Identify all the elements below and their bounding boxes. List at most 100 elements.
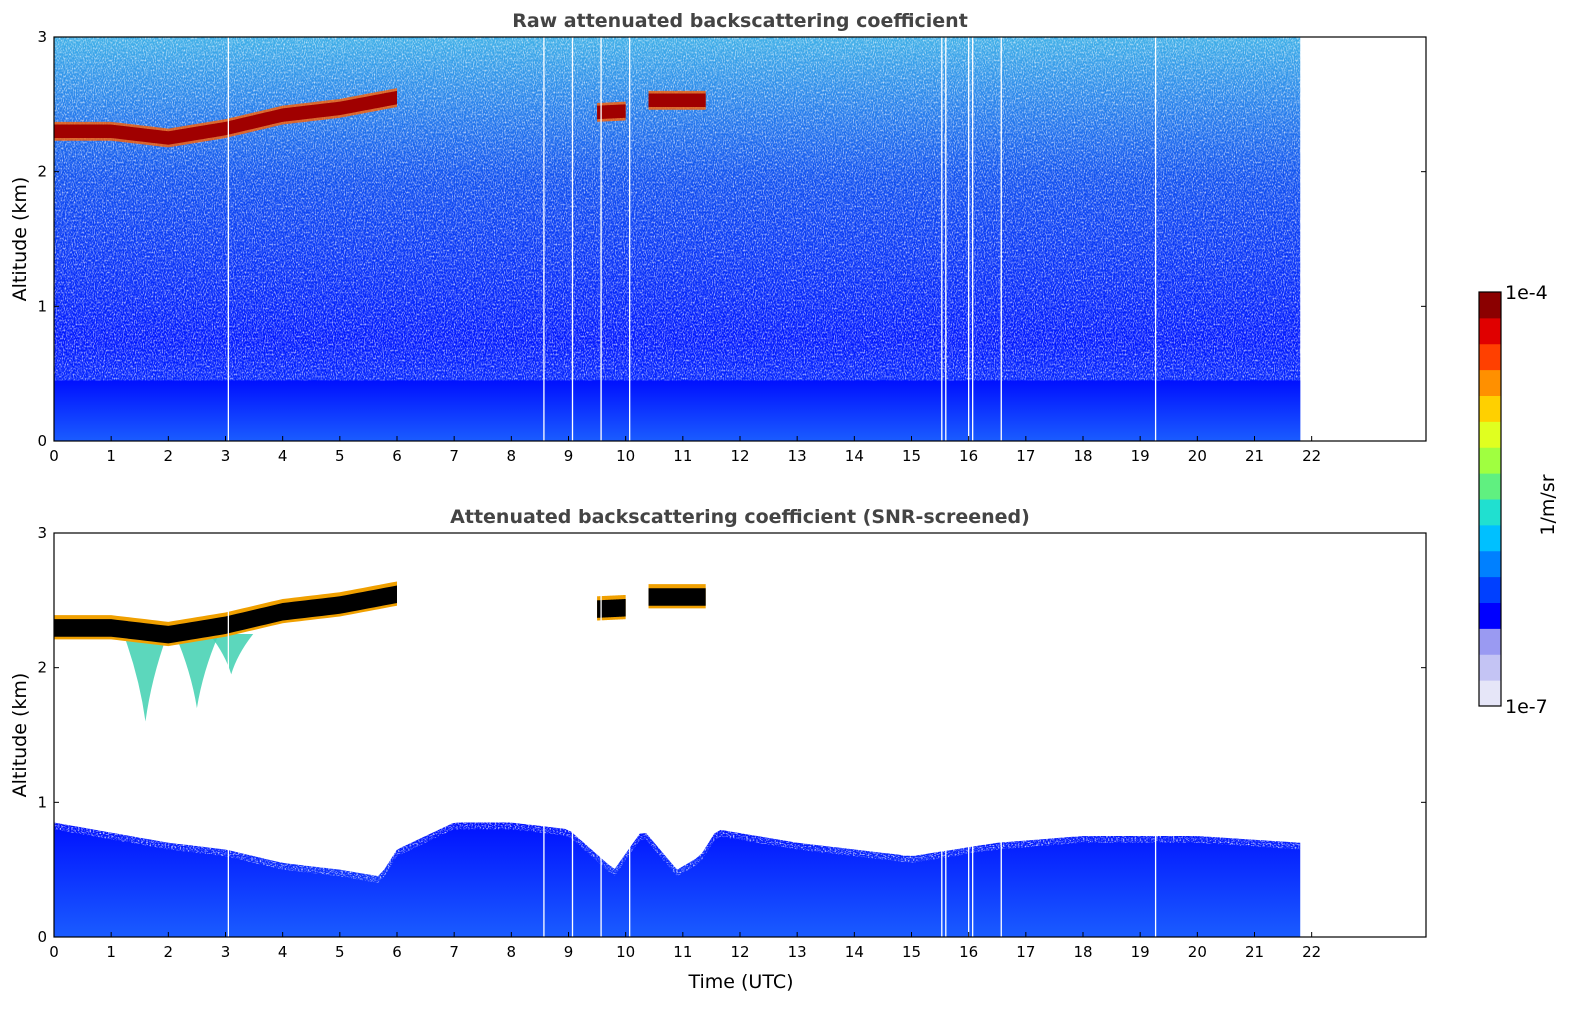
- noise-overlay: [54, 37, 1301, 381]
- cloud-core-2: [648, 588, 706, 606]
- y-tick-label: 3: [37, 28, 47, 46]
- x-tick-label: 3: [221, 943, 231, 961]
- colorbar-band: [1479, 447, 1501, 474]
- panel-title: Attenuated backscattering coefficient (S…: [450, 506, 1030, 528]
- x-tick-label: 22: [1302, 447, 1321, 465]
- x-tick-label: 14: [845, 943, 864, 961]
- colorbar-band: [1479, 292, 1501, 319]
- x-tick-label: 17: [1016, 447, 1035, 465]
- cloud-layer-2: [648, 93, 706, 108]
- x-tick-label: 8: [507, 447, 517, 465]
- x-tick-label: 16: [959, 447, 978, 465]
- x-tick-label: 10: [616, 447, 635, 465]
- colorbar-band: [1479, 602, 1501, 629]
- x-tick-label: 20: [1188, 943, 1207, 961]
- x-tick-label: 1: [106, 447, 116, 465]
- colorbar-band: [1479, 421, 1501, 448]
- x-tick-label: 3: [221, 447, 231, 465]
- x-axis-label: Time (UTC): [687, 971, 793, 993]
- colorbar-band: [1479, 680, 1501, 707]
- colorbar-unit-label: 1/m/sr: [1537, 474, 1559, 535]
- y-tick-label: 0: [37, 432, 47, 450]
- colorbar-min-label: 1e-7: [1505, 696, 1548, 718]
- colorbar-band: [1479, 395, 1501, 422]
- y-axis-ticks: 0 1 2 3: [37, 524, 1426, 946]
- x-tick-label: 15: [902, 447, 921, 465]
- cloud-layer-0: [54, 90, 397, 145]
- x-tick-label: 5: [335, 447, 345, 465]
- y-tick-label: 3: [37, 524, 47, 542]
- x-tick-label: 6: [392, 943, 402, 961]
- x-tick-label: 17: [1016, 943, 1035, 961]
- x-tick-label: 19: [1131, 943, 1150, 961]
- x-tick-label: 2: [164, 943, 174, 961]
- x-tick-label: 12: [730, 447, 749, 465]
- x-tick-label: 11: [673, 447, 692, 465]
- colorbar-band: [1479, 343, 1501, 371]
- colorbar-band: [1479, 317, 1501, 345]
- x-tick-label: 5: [335, 943, 345, 961]
- x-tick-label: 22: [1302, 943, 1321, 961]
- x-tick-label: 14: [845, 447, 864, 465]
- cloud-layer-1: [597, 104, 626, 120]
- x-tick-label: 13: [788, 943, 807, 961]
- x-tick-label: 2: [164, 447, 174, 465]
- panel-title: Raw attenuated backscattering coefficien…: [512, 10, 968, 32]
- colorbar-frame: [1478, 291, 1502, 707]
- y-tick-label: 2: [37, 659, 47, 677]
- x-tick-label: 10: [616, 943, 635, 961]
- raw-backscatter-panel: Raw attenuated backscattering coefficien…: [9, 10, 1427, 465]
- heatmap-plot-area: [54, 533, 1301, 937]
- x-tick-label: 21: [1245, 943, 1264, 961]
- colorbar-band: [1479, 499, 1501, 526]
- cloud-core-1: [597, 598, 626, 618]
- colorbar-band: [1479, 550, 1501, 578]
- x-tick-label: 20: [1188, 447, 1207, 465]
- x-tick-label: 18: [1073, 943, 1092, 961]
- x-tick-label: 16: [959, 943, 978, 961]
- x-tick-label: 7: [449, 447, 459, 465]
- colorbar-band: [1479, 576, 1501, 603]
- x-tick-label: 4: [278, 943, 288, 961]
- x-tick-label: 7: [449, 943, 459, 961]
- x-tick-label: 21: [1245, 447, 1264, 465]
- x-tick-label: 13: [788, 447, 807, 465]
- x-tick-label: 19: [1131, 447, 1150, 465]
- virga-plume-0: [123, 634, 168, 722]
- colorbar-band: [1479, 654, 1501, 681]
- colorbar-band: [1479, 524, 1501, 552]
- y-tick-label: 0: [37, 928, 47, 946]
- x-tick-label: 9: [564, 943, 574, 961]
- y-axis-ticks: 0 1 2 3: [37, 28, 1426, 450]
- x-tick-label: 0: [49, 943, 59, 961]
- x-tick-label: 12: [730, 943, 749, 961]
- x-axis-ticks: 0 1 2 3 4 5 6 7 8 9 10 11 12 13 14 15 16 17 18 19 20 21 22: [49, 932, 1321, 961]
- snr-screened-panel: Attenuated backscattering coefficient (S…: [9, 506, 1427, 993]
- x-tick-label: 18: [1073, 447, 1092, 465]
- x-tick-label: 9: [564, 447, 574, 465]
- virga-plume-1: [174, 634, 219, 709]
- cloud-core-0: [54, 585, 397, 644]
- colorbar-band: [1479, 628, 1501, 655]
- boundary-layer: [54, 380, 1301, 441]
- x-tick-label: 6: [392, 447, 402, 465]
- x-axis-ticks: 0 1 2 3 4 5 6 7 8 9 10 11 12 13 14 15 16 17 18 19 20 21 22: [49, 436, 1321, 465]
- y-axis-label: Altitude (km): [9, 673, 31, 798]
- x-tick-label: 1: [106, 943, 116, 961]
- colorbar-band: [1479, 369, 1501, 396]
- heatmap-plot-area: [54, 37, 1301, 441]
- colorbar: 1e-4 1e-7 1/m/sr: [1478, 282, 1559, 718]
- colorbar-max-label: 1e-4: [1505, 282, 1548, 304]
- colorbar-band: [1479, 473, 1501, 500]
- x-tick-label: 4: [278, 447, 288, 465]
- boundary-layer: [54, 822, 1301, 937]
- y-tick-label: 2: [37, 163, 47, 181]
- y-axis-label: Altitude (km): [9, 177, 31, 302]
- colorbar-bands: [1479, 292, 1501, 707]
- x-tick-label: 11: [673, 943, 692, 961]
- noise-upper: [54, 37, 1301, 381]
- x-tick-label: 15: [902, 943, 921, 961]
- x-tick-label: 0: [49, 447, 59, 465]
- virga-plume-2: [209, 634, 254, 675]
